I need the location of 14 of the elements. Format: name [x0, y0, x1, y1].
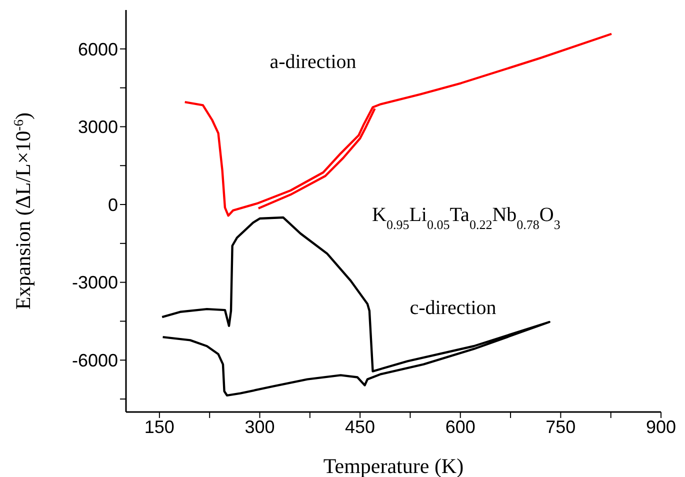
x-tick-label: 750 — [546, 416, 576, 437]
text: K$_{0.95}$Li$_{0.05}$Ta$_{0.22}$Nb$_{0.78}$O$_{3}$ — [372, 204, 560, 232]
x-tick-label: 600 — [445, 416, 476, 437]
series-label: c-direction — [410, 297, 496, 319]
x-tick-label: 900 — [646, 416, 676, 437]
y-tick-label: 0 — [108, 194, 118, 215]
y-tick-label: -6000 — [72, 350, 118, 371]
y-tick-label: 3000 — [78, 117, 118, 138]
series-label: a-direction — [270, 51, 356, 73]
y-tick-label: -3000 — [72, 272, 118, 293]
y-tick-label: 6000 — [78, 39, 118, 60]
x-tick-label: 450 — [345, 416, 376, 437]
x-tick-label: 150 — [144, 416, 174, 437]
x-tick-label: 300 — [244, 416, 275, 437]
